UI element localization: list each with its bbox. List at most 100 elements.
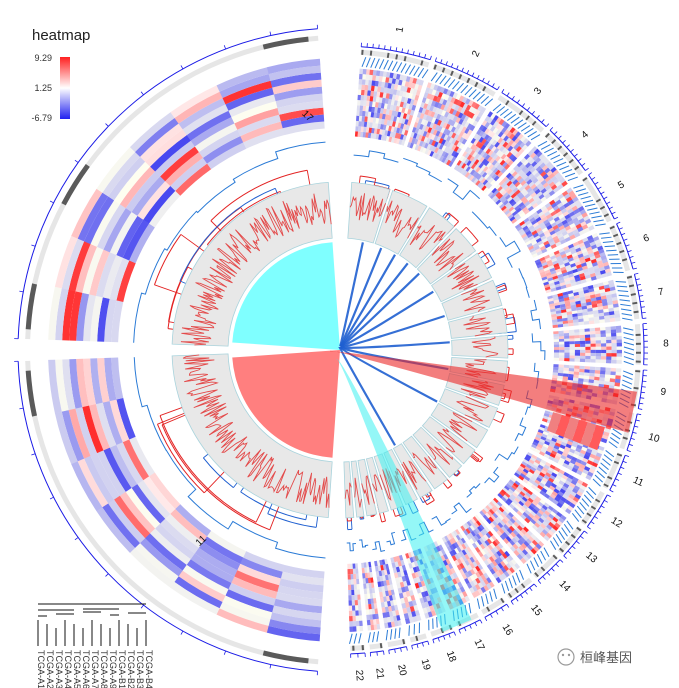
- heatmap-cell: [491, 159, 498, 166]
- heatmap-cell: [608, 311, 615, 316]
- heatmap-cell: [516, 191, 523, 198]
- heatmap-cell: [483, 572, 489, 579]
- heatmap-cell: [522, 198, 529, 205]
- axis-tick: [600, 505, 605, 509]
- step-line: [133, 141, 326, 343]
- step-line: [471, 211, 497, 236]
- heatmap-cell: [502, 207, 509, 214]
- gene-marker: [592, 478, 601, 487]
- heatmap-cell: [538, 517, 545, 524]
- heatmap-cell: [364, 90, 368, 96]
- heatmap-cell: [277, 100, 324, 115]
- heatmap-cell: [366, 619, 371, 626]
- heatmap-cell: [546, 259, 553, 265]
- heatmap-cell: [396, 73, 401, 80]
- line-track: [133, 56, 635, 644]
- heatmap-cell: [511, 515, 518, 522]
- heatmap-cell: [573, 291, 580, 297]
- heatmap-cell: [376, 70, 381, 77]
- heatmap-cell: [534, 522, 541, 529]
- heatmap-cell: [436, 142, 442, 149]
- chromosome-label: 9: [660, 387, 667, 399]
- cytoband-band: [563, 152, 569, 157]
- heatmap-cell: [585, 337, 591, 342]
- axis-tick: [407, 49, 409, 54]
- heatmap-cell: [405, 552, 410, 559]
- heatmap-cell: [96, 146, 136, 193]
- heatmap-cell: [518, 545, 525, 552]
- heatmap-cell: [483, 534, 489, 541]
- heatmap-cell: [534, 235, 541, 241]
- heatmap-cell: [451, 132, 457, 139]
- heatmap-cell: [605, 291, 612, 296]
- heatmap-cell: [568, 493, 575, 500]
- heatmap-cell: [541, 248, 548, 254]
- axis-tick: [401, 48, 404, 53]
- axis-tick: [458, 629, 461, 634]
- axis-tick: [609, 489, 614, 493]
- heatmap-cell: [577, 287, 584, 293]
- highlight-ribbon-cyan: [336, 358, 472, 632]
- heatmap-cell: [550, 221, 558, 228]
- heatmap-cell: [594, 376, 600, 381]
- gene-marker: [519, 569, 525, 580]
- heatmap-cell: [444, 541, 450, 548]
- heatmap-cell: [581, 224, 589, 231]
- heatmap-cell: [537, 240, 544, 246]
- gene-marker: [529, 560, 536, 571]
- heatmap-cell: [551, 472, 558, 478]
- axis-tick: [625, 244, 630, 247]
- heatmap-cell: [583, 466, 591, 472]
- heatmap-cell: [542, 182, 550, 189]
- heatmap-cell: [554, 522, 561, 529]
- heatmap-cell: [370, 582, 375, 589]
- heatmap-cell: [155, 140, 196, 177]
- panel-line: [463, 315, 494, 337]
- heatmap-cell: [391, 562, 396, 569]
- heatmap-cell: [363, 588, 368, 595]
- heatmap-cell: [77, 192, 109, 242]
- heatmap-cell: [385, 93, 390, 99]
- heatmap-cell: [386, 103, 391, 110]
- heatmap-cell: [514, 223, 521, 230]
- heatmap-cell: [516, 161, 523, 168]
- heatmap-cell: [578, 217, 586, 224]
- heatmap-cell: [506, 180, 513, 187]
- heatmap-cell: [461, 157, 468, 164]
- cytoband-band: [635, 360, 641, 363]
- heatmap-cell: [598, 315, 605, 320]
- heatmap-cell: [520, 514, 527, 520]
- heatmap-cell: [616, 339, 622, 344]
- heatmap-cell: [387, 98, 393, 105]
- heatmap-cell: [387, 82, 392, 89]
- heatmap-cell: [403, 86, 409, 93]
- heatmap-cell: [543, 219, 550, 225]
- heatmap-cell: [574, 199, 581, 206]
- heatmap-cell: [567, 314, 573, 318]
- heatmap-cell: [528, 245, 535, 251]
- heatmap-cell: [444, 117, 451, 124]
- gene-marker: [561, 527, 568, 537]
- axis-tick: [636, 283, 642, 286]
- heatmap-cell: [504, 529, 511, 537]
- heatmap-cell: [361, 562, 365, 569]
- heatmap-cell: [102, 400, 123, 445]
- heatmap-cell: [548, 164, 555, 171]
- heatmap-cell: [587, 284, 594, 290]
- heatmap-cell: [615, 325, 622, 330]
- cytoband-band: [505, 100, 510, 106]
- heatmap-cell: [367, 111, 372, 118]
- heatmap-cell: [590, 337, 596, 341]
- cytoband-band: [474, 81, 479, 88]
- heatmap-cell: [578, 375, 585, 379]
- heatmap-cell: [430, 134, 436, 141]
- heatmap-cell: [534, 245, 541, 251]
- gene-marker: [413, 66, 420, 77]
- heatmap-cell: [518, 465, 525, 471]
- heatmap-cell: [472, 579, 478, 586]
- heatmap-cell: [559, 250, 566, 256]
- heatmap-cell: [360, 131, 364, 138]
- heatmap-cell: [606, 349, 612, 354]
- heatmap-cell: [375, 618, 380, 625]
- heatmap-cell: [552, 369, 559, 374]
